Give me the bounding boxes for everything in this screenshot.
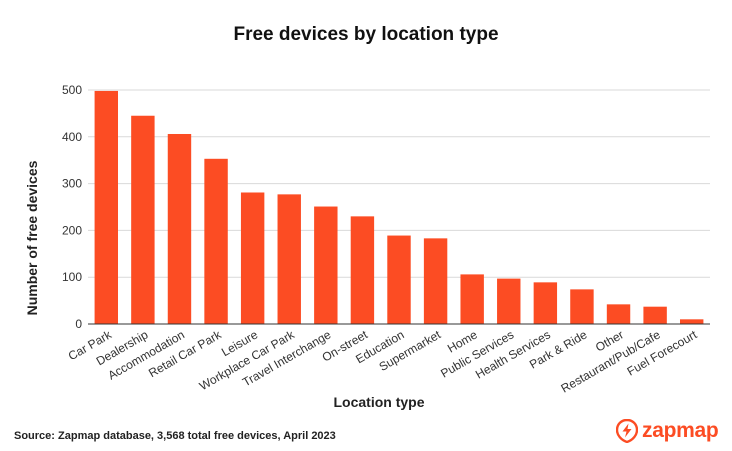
- y-tick-label: 400: [62, 130, 82, 144]
- bar: [533, 282, 558, 324]
- source-note: Source: Zapmap database, 3,568 total fre…: [14, 430, 336, 442]
- y-tick-label: 300: [62, 177, 82, 191]
- bar: [314, 206, 338, 324]
- bar: [277, 194, 301, 324]
- brand-name: zapmap: [642, 419, 719, 442]
- y-axis-title: Number of free devices: [24, 160, 40, 315]
- bar: [94, 90, 119, 324]
- bar: [350, 216, 375, 324]
- bar: [570, 289, 594, 324]
- bar: [204, 158, 228, 324]
- bar: [497, 278, 521, 324]
- y-tick-label: 0: [75, 317, 82, 331]
- bar: [606, 304, 631, 324]
- y-tick-labels: 0 100 200 300 400 500: [62, 83, 82, 331]
- chart-title: Free devices by location type: [233, 24, 499, 45]
- bar: [643, 306, 667, 324]
- bar: [679, 319, 704, 324]
- bar: [387, 235, 411, 324]
- y-tick-label: 500: [62, 83, 82, 97]
- bar: [423, 238, 448, 324]
- y-tick-label: 100: [62, 270, 82, 284]
- bar: [460, 274, 484, 324]
- bars: [94, 90, 704, 325]
- zapmap-logo-icon: [616, 419, 638, 443]
- brand-logo: zapmap: [616, 418, 719, 444]
- y-tick-label: 200: [62, 223, 82, 237]
- x-axis-title: Location type: [333, 394, 424, 410]
- bar: [131, 115, 155, 325]
- bar: [240, 192, 265, 324]
- bar: [167, 133, 192, 324]
